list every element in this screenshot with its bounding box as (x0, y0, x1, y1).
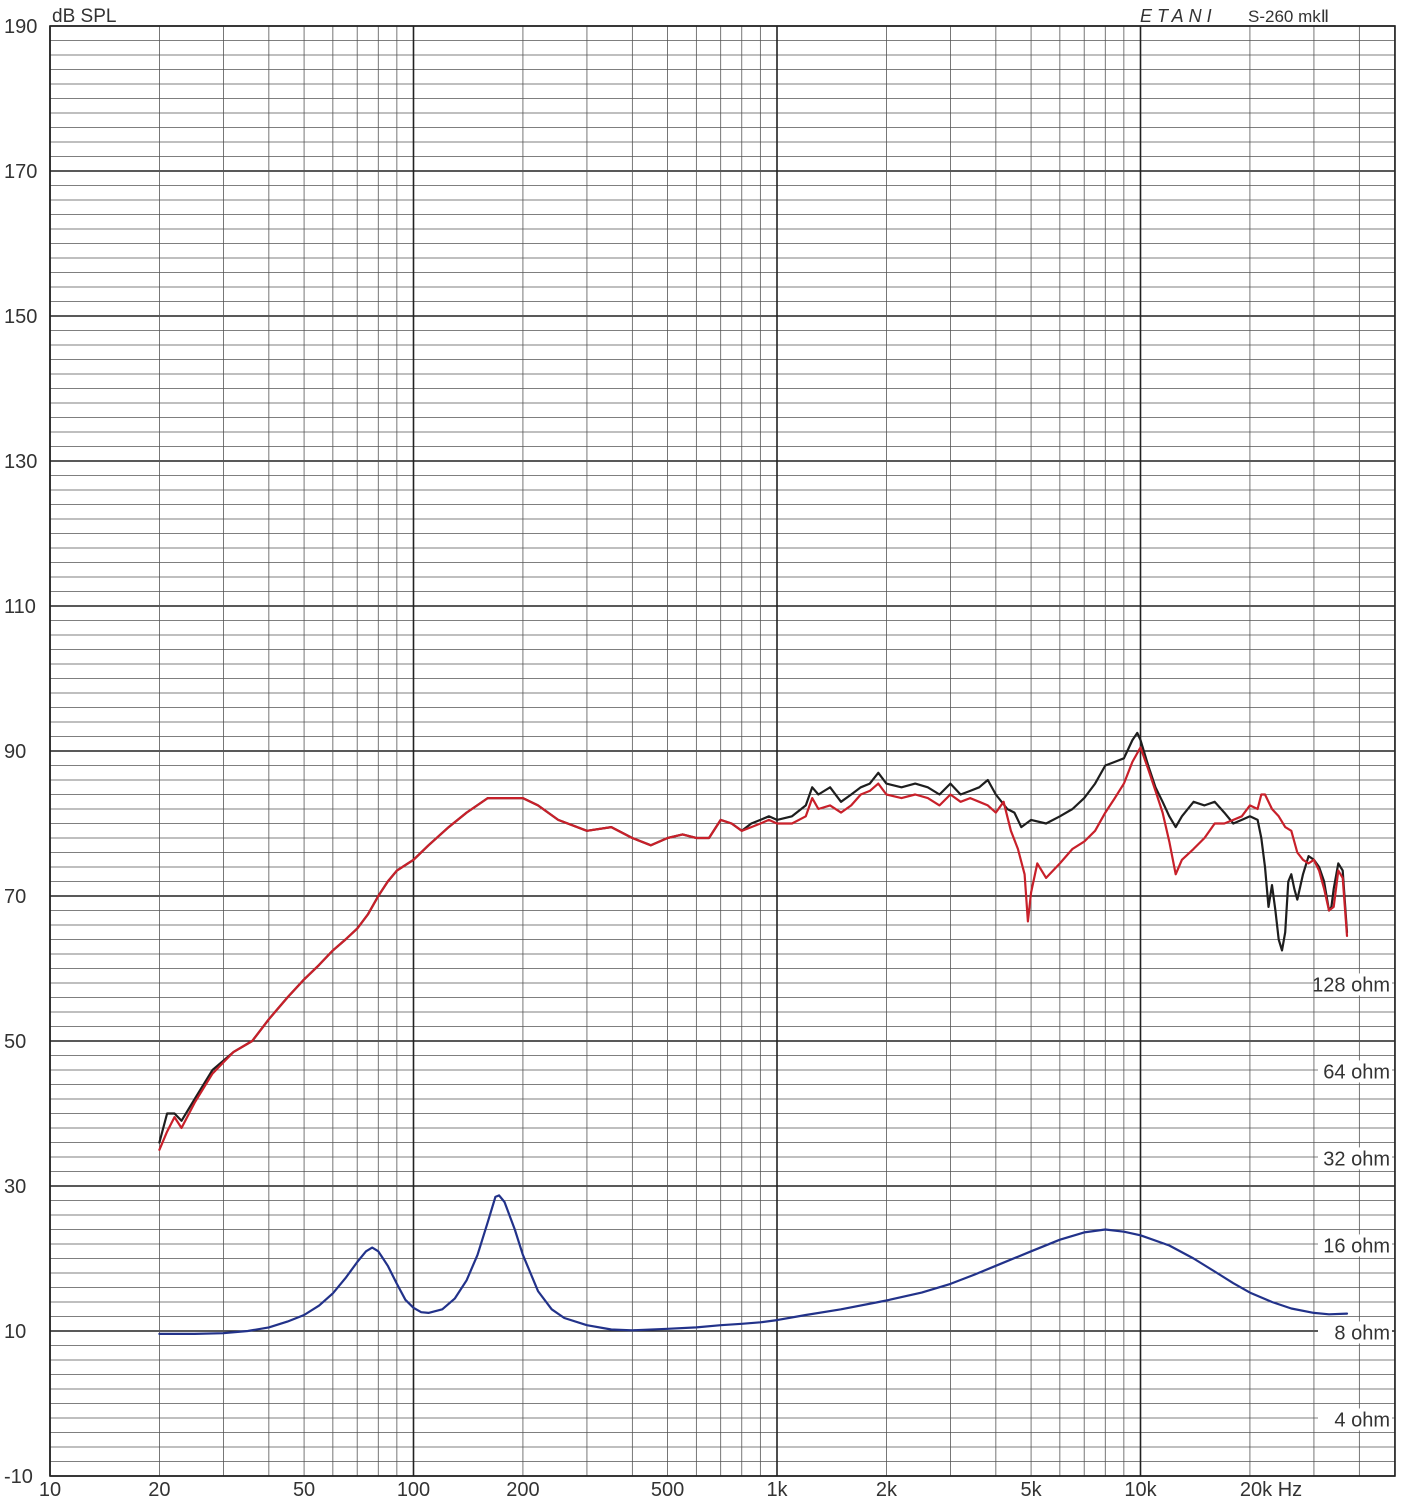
y-tick-label: 50 (4, 1031, 26, 1053)
ohm-label-background (1318, 1234, 1392, 1257)
ohm-label: 32 ohm (1323, 1148, 1390, 1170)
y-tick-label: 190 (4, 16, 37, 38)
series-line-red (158, 746, 1349, 1151)
ohm-label-background (1318, 1321, 1392, 1344)
x-tick-label: 20k Hz (1240, 1479, 1302, 1501)
x-tick-label: 200 (506, 1479, 539, 1501)
ohm-label: 4 ohm (1334, 1409, 1390, 1431)
data-series (158, 731, 1349, 1335)
ohm-label-background (1318, 1060, 1392, 1083)
y-axis-tick-labels: 190 170 150 130 110 90 70 50 30 10 -10 (4, 16, 37, 1488)
y-tick-label: 170 (4, 161, 37, 183)
x-tick-label: 10 (39, 1479, 61, 1501)
y-tick-label: 110 (4, 596, 36, 618)
x-tick-label: 50 (293, 1479, 315, 1501)
ohm-label: 16 ohm (1323, 1235, 1390, 1257)
y-axis-label: dB SPL (52, 6, 116, 27)
brand-logo-text: ETANI (1140, 6, 1217, 26)
x-tick-label: 20 (148, 1479, 170, 1501)
grid-lines (49, 25, 1396, 1477)
ohm-label: 128 ohm (1312, 974, 1390, 996)
y-tick-label: -10 (4, 1466, 33, 1488)
ohm-label: 64 ohm (1323, 1061, 1390, 1083)
ohm-label: 8 ohm (1334, 1322, 1390, 1344)
y-tick-label: 130 (4, 451, 37, 473)
ohm-label-background (1318, 973, 1392, 996)
ohm-label-background (1318, 1408, 1392, 1431)
x-tick-label: 2k (876, 1479, 898, 1501)
y-tick-label: 150 (4, 306, 37, 328)
x-axis-tick-labels: 10 20 50 100 200 500 1k 2k 5k 10k 20k Hz (39, 1479, 1302, 1501)
x-tick-label: 5k (1021, 1479, 1043, 1501)
y-tick-label: 30 (4, 1176, 26, 1198)
series-line-blue (158, 1194, 1349, 1335)
x-tick-label: 1k (766, 1479, 788, 1501)
ohm-label-background (1318, 1147, 1392, 1170)
y-tick-label: 90 (4, 741, 26, 763)
impedance-scale-labels: 128 ohm 64 ohm 32 ohm 16 ohm 8 ohm 4 ohm (1312, 973, 1392, 1431)
x-tick-label: 100 (397, 1479, 430, 1501)
x-tick-label: 10k (1124, 1479, 1157, 1501)
y-tick-label: 10 (4, 1321, 26, 1343)
model-label: S-260 mkⅡ (1248, 7, 1329, 26)
y-tick-label: 70 (4, 886, 26, 908)
x-tick-label: 500 (651, 1479, 684, 1501)
plot-frame (49, 25, 1396, 1477)
